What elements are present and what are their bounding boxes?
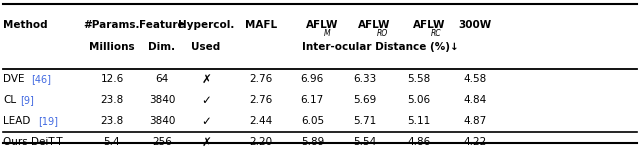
Text: RO: RO [376,29,388,38]
Text: 6.05: 6.05 [301,116,324,126]
Text: M: M [324,29,330,38]
Text: Dim.: Dim. [148,42,175,52]
Text: 3840: 3840 [148,116,175,126]
Text: 300W: 300W [458,20,492,30]
Text: 5.54: 5.54 [353,137,376,147]
Text: Hypercol.: Hypercol. [178,20,234,30]
Text: [9]: [9] [20,95,34,105]
Text: ✓: ✓ [201,115,211,128]
Text: #Params.: #Params. [84,20,140,30]
Text: 5.89: 5.89 [301,137,324,147]
Text: 4.22: 4.22 [463,137,486,147]
Text: ✗: ✗ [201,73,211,86]
Text: 4.84: 4.84 [463,95,486,105]
Text: 64: 64 [156,74,168,84]
Text: Inter-ocular Distance (%)↓: Inter-ocular Distance (%)↓ [303,42,459,52]
Text: AFLW: AFLW [358,20,391,30]
Text: 6.33: 6.33 [353,74,376,84]
Text: 12.6: 12.6 [100,74,124,84]
Text: MAFL: MAFL [245,20,277,30]
Text: 256: 256 [152,137,172,147]
Text: 4.86: 4.86 [408,137,431,147]
Text: 4.87: 4.87 [463,116,486,126]
Text: Feature: Feature [139,20,185,30]
Text: Method: Method [3,20,48,30]
Text: 23.8: 23.8 [100,116,124,126]
Text: RC: RC [431,29,442,38]
Text: DVE: DVE [3,74,25,84]
Text: 5.69: 5.69 [353,95,376,105]
Text: [19]: [19] [38,116,58,126]
Text: 5.11: 5.11 [408,116,431,126]
Text: 5.71: 5.71 [353,116,376,126]
Text: 2.76: 2.76 [250,95,273,105]
Text: 3840: 3840 [148,95,175,105]
Text: 23.8: 23.8 [100,95,124,105]
Text: CL: CL [3,95,17,105]
Text: ✓: ✓ [201,94,211,107]
Text: 5.06: 5.06 [408,95,431,105]
Text: LEAD: LEAD [3,116,31,126]
Text: [46]: [46] [31,74,51,84]
Text: Millions: Millions [89,42,135,52]
Text: 6.96: 6.96 [301,74,324,84]
Text: 4.58: 4.58 [463,74,486,84]
Text: Used: Used [191,42,221,52]
Text: 6.17: 6.17 [301,95,324,105]
Text: 2.44: 2.44 [250,116,273,126]
Text: AFLW: AFLW [413,20,445,30]
Text: 2.76: 2.76 [250,74,273,84]
Text: 5.58: 5.58 [408,74,431,84]
Text: Ours DeiT-T: Ours DeiT-T [3,137,63,147]
Text: ✗: ✗ [201,136,211,147]
Text: AFLW: AFLW [306,20,339,30]
Text: 5.4: 5.4 [104,137,120,147]
Text: 2.20: 2.20 [250,137,273,147]
